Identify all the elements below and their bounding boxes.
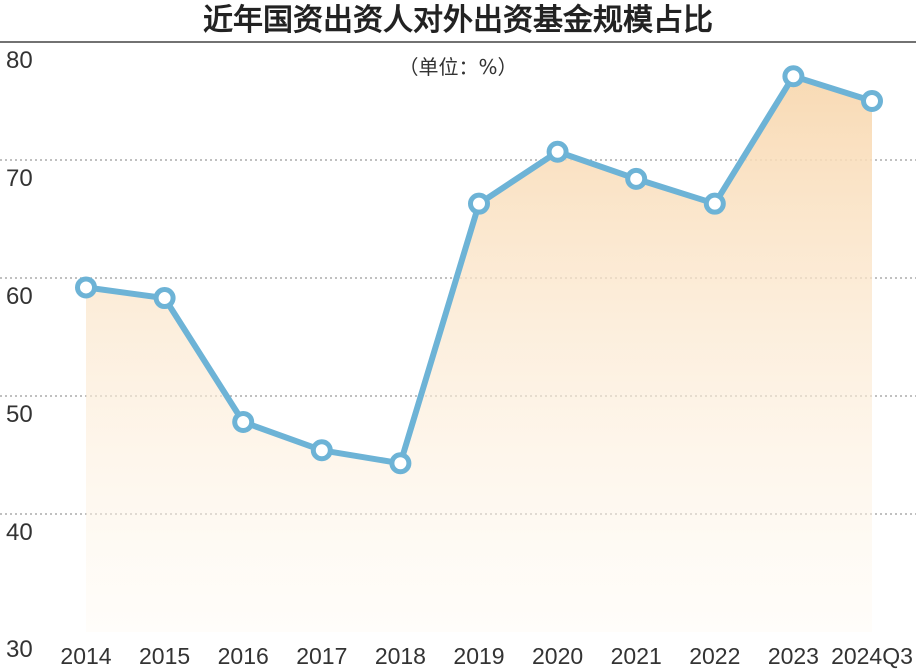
- x-tick-label: 2015: [139, 643, 190, 669]
- data-point: [782, 65, 805, 88]
- data-point: [232, 410, 255, 433]
- x-tick-label: 2017: [296, 643, 347, 669]
- data-point: [703, 192, 726, 215]
- x-tick-label: 2014: [60, 643, 111, 669]
- series-area: [86, 76, 872, 632]
- y-axis-ticks: 30 40 50 60 70 80: [6, 47, 33, 663]
- y-tick-label: 70: [6, 165, 33, 192]
- y-tick-label: 30: [6, 636, 33, 663]
- unit-label: （单位：%）: [398, 55, 517, 79]
- y-tick-label: 50: [6, 401, 33, 428]
- y-tick-label: 60: [6, 283, 33, 310]
- x-tick-label: 2020: [532, 643, 583, 669]
- data-point: [468, 192, 490, 215]
- x-tick-label: 2021: [611, 643, 662, 669]
- data-point: [75, 276, 97, 299]
- x-tick-label: 2023: [768, 643, 819, 669]
- data-point: [625, 167, 648, 190]
- chart-title: 近年国资出资人对外出资基金规模占比: [203, 3, 713, 38]
- data-point: [861, 90, 883, 112]
- data-point: [153, 287, 176, 310]
- data-point: [546, 140, 569, 163]
- y-tick-label: 40: [6, 519, 33, 546]
- x-tick-label: 2022: [689, 643, 740, 669]
- data-point: [310, 439, 333, 462]
- x-tick-label: 2016: [218, 643, 269, 669]
- x-axis-ticks: 2014 2015 2016 2017 2018 2019 2020 2021 2022 2023…: [60, 643, 913, 669]
- x-tick-label: 2019: [453, 643, 504, 669]
- y-tick-label: 80: [6, 47, 33, 74]
- x-tick-label: 2024Q3: [831, 643, 913, 669]
- data-points: [75, 65, 883, 475]
- data-point: [389, 452, 412, 475]
- x-tick-label: 2018: [375, 643, 426, 669]
